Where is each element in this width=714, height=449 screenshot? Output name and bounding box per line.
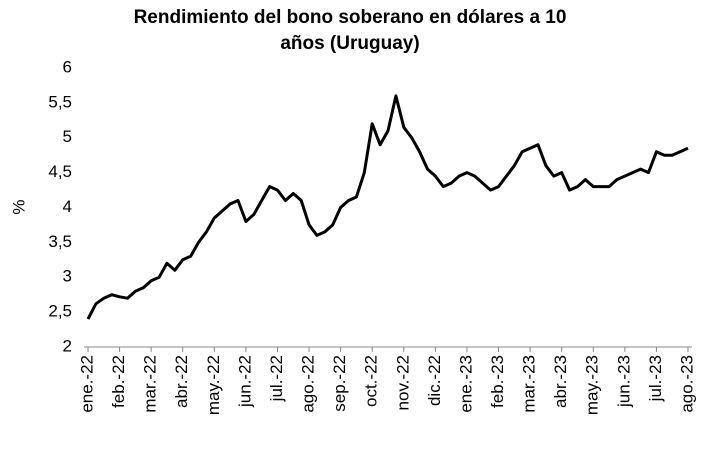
y-tick-label: 2 bbox=[63, 336, 72, 355]
x-tick-label: feb.-22 bbox=[109, 355, 128, 408]
y-tick-label: 3,5 bbox=[48, 232, 72, 251]
x-tick-label: jun.-23 bbox=[614, 355, 633, 408]
x-tick-label: mar.-23 bbox=[520, 355, 539, 413]
x-tick-label: ago.-22 bbox=[299, 355, 318, 413]
x-tick-label: feb.-23 bbox=[488, 355, 507, 408]
x-tick-label: mar.-22 bbox=[141, 355, 160, 413]
chart-title: Rendimiento del bono soberano en dólares… bbox=[134, 7, 567, 28]
x-tick-label: sep.-22 bbox=[330, 355, 349, 412]
y-tick-label: 5 bbox=[63, 127, 72, 146]
x-tick-label: abr.-23 bbox=[551, 355, 570, 408]
y-tick-label: 4,5 bbox=[48, 162, 72, 181]
line bbox=[86, 94, 689, 320]
y-tick-label: 4 bbox=[63, 197, 72, 216]
x-tick-label: ago.-23 bbox=[677, 355, 696, 413]
y-tick-label: 3 bbox=[63, 267, 72, 286]
y-tick-label: 2,5 bbox=[48, 302, 72, 321]
x-tick-label: may.-22 bbox=[204, 355, 223, 415]
x-tick-label: oct.-22 bbox=[362, 355, 381, 407]
x-tick-label: ene.-22 bbox=[77, 355, 96, 413]
x-tick-label: abr.-22 bbox=[172, 355, 191, 408]
y-axis-label: % bbox=[9, 199, 28, 214]
x-tick-label: dic.-22 bbox=[425, 355, 444, 406]
y-tick-label: 5,5 bbox=[48, 92, 72, 111]
x-tick-label: jul.-23 bbox=[646, 355, 665, 402]
x-tick-label: nov.-22 bbox=[393, 355, 412, 410]
x-tick-label: jun.-22 bbox=[235, 355, 254, 408]
x-tick-label: may.-23 bbox=[583, 355, 602, 415]
chart-title: años (Uruguay) bbox=[280, 33, 419, 54]
x-tick-label: ene.-23 bbox=[456, 355, 475, 413]
x-tick-label: jul.-22 bbox=[267, 355, 286, 402]
y-tick-label: 6 bbox=[63, 57, 72, 76]
